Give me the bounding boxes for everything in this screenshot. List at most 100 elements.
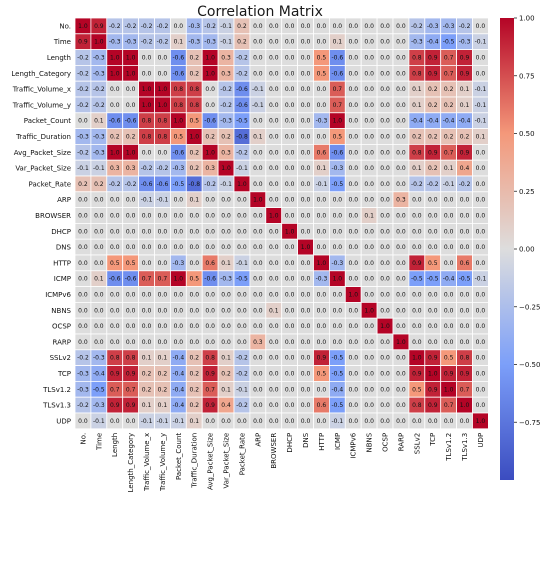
cell-value-label: 0.0 bbox=[205, 86, 215, 93]
cell-value-label: 0.5 bbox=[174, 134, 184, 141]
cell-value-label: 0.0 bbox=[174, 307, 184, 314]
cell-value-label: 0.8 bbox=[205, 355, 215, 362]
cell-value-label: 0.0 bbox=[396, 102, 406, 109]
cell-value-label: 0.8 bbox=[158, 118, 168, 125]
cell-value-label: 0.0 bbox=[476, 339, 486, 346]
cell-value-label: 0.0 bbox=[269, 70, 279, 77]
cell-value-label: 0.0 bbox=[348, 118, 358, 125]
cell-value-label: 0.0 bbox=[237, 418, 247, 425]
cell-value-label: -0.5 bbox=[443, 39, 455, 46]
cell-value-label: 0.0 bbox=[476, 402, 486, 409]
colorbar-tick-label: 0.25 bbox=[519, 188, 535, 196]
cell-value-label: 0.0 bbox=[301, 102, 311, 109]
cell-value-label: 0.1 bbox=[221, 355, 231, 362]
cell-value-label: 0.0 bbox=[333, 197, 343, 204]
cell-value-label: 0.0 bbox=[428, 418, 438, 425]
cell-value-label: 0.0 bbox=[158, 307, 168, 314]
cell-value-label: 0.0 bbox=[269, 386, 279, 393]
cell-value-label: -0.5 bbox=[331, 371, 343, 378]
cell-value-label: 0.7 bbox=[444, 149, 454, 156]
cell-value-label: 0.0 bbox=[253, 292, 263, 299]
column-tick-label: Length_Category bbox=[127, 433, 135, 493]
cell-value-label: 0.0 bbox=[476, 307, 486, 314]
cell-value-label: 0.0 bbox=[333, 23, 343, 30]
cell-value-label: 0.0 bbox=[253, 307, 263, 314]
cell-value-label: 0.0 bbox=[364, 323, 374, 330]
cell-value-label: 0.0 bbox=[364, 86, 374, 93]
cell-value-label: 1.0 bbox=[158, 102, 168, 109]
cell-value-label: 0.0 bbox=[460, 244, 470, 251]
cell-value-label: 0.0 bbox=[253, 228, 263, 235]
cell-value-label: 0.0 bbox=[269, 181, 279, 188]
cell-value-label: 0.0 bbox=[396, 118, 406, 125]
cell-value-label: 0.0 bbox=[317, 307, 327, 314]
cell-value-label: 0.0 bbox=[348, 339, 358, 346]
cell-value-label: 0.0 bbox=[174, 197, 184, 204]
cell-value-label: 0.0 bbox=[476, 371, 486, 378]
cell-value-label: 0.0 bbox=[428, 323, 438, 330]
cell-value-label: 0.0 bbox=[317, 292, 327, 299]
cell-value-label: -0.3 bbox=[188, 23, 200, 30]
cell-value-label: 0.0 bbox=[269, 149, 279, 156]
cell-value-label: 0.0 bbox=[126, 197, 136, 204]
cell-value-label: -0.6 bbox=[204, 276, 216, 283]
cell-value-label: 0.0 bbox=[380, 228, 390, 235]
cell-value-label: 0.0 bbox=[301, 339, 311, 346]
cell-value-label: 0.1 bbox=[460, 102, 470, 109]
cell-value-label: 0.0 bbox=[126, 292, 136, 299]
cell-value-label: 0.0 bbox=[333, 323, 343, 330]
cell-value-label: 0.9 bbox=[428, 149, 438, 156]
cell-value-label: 1.0 bbox=[301, 244, 311, 251]
column-tick-label: TCP bbox=[429, 433, 437, 447]
cell-value-label: 0.0 bbox=[110, 197, 120, 204]
cell-value-label: 1.0 bbox=[476, 418, 486, 425]
cell-value-label: 0.0 bbox=[126, 213, 136, 220]
cell-value-label: 0.0 bbox=[301, 86, 311, 93]
cell-value-label: 0.0 bbox=[205, 102, 215, 109]
column-tick-label: Avg_Packet_Size bbox=[207, 433, 215, 490]
cell-value-label: 0.0 bbox=[158, 55, 168, 62]
cell-value-label: -0.4 bbox=[172, 371, 184, 378]
cell-value-label: -0.4 bbox=[331, 386, 343, 393]
cell-value-label: 0.3 bbox=[126, 165, 136, 172]
cell-value-label: 0.0 bbox=[253, 70, 263, 77]
cell-value-label: 0.2 bbox=[444, 86, 454, 93]
cell-value-label: -0.1 bbox=[252, 102, 264, 109]
cell-value-label: 0.0 bbox=[285, 371, 295, 378]
cell-value-label: 1.0 bbox=[142, 86, 152, 93]
cell-value-label: 0.0 bbox=[205, 307, 215, 314]
cell-value-label: 0.0 bbox=[285, 197, 295, 204]
cell-value-label: -0.5 bbox=[172, 181, 184, 188]
column-tick-label: Packet_Count bbox=[175, 433, 183, 480]
cell-value-label: 1.0 bbox=[396, 339, 406, 346]
column-labels: No. Time Length Length_Category Traffic_Volu… bbox=[79, 432, 485, 492]
column-tick-label: Length bbox=[111, 433, 119, 457]
cell-value-label: 0.0 bbox=[476, 70, 486, 77]
row-tick-label: SSLv2 bbox=[50, 354, 71, 362]
cell-value-label: -0.2 bbox=[77, 70, 89, 77]
cell-value-label: 0.0 bbox=[110, 244, 120, 251]
cell-value-label: 0.0 bbox=[94, 307, 104, 314]
cell-value-label: 1.0 bbox=[126, 70, 136, 77]
cell-value-label: -0.2 bbox=[157, 23, 169, 30]
cell-value-label: 0.0 bbox=[253, 260, 263, 267]
cell-value-label: -0.3 bbox=[93, 355, 105, 362]
cell-value-label: -0.1 bbox=[141, 418, 153, 425]
cell-value-label: 0.0 bbox=[158, 213, 168, 220]
row-tick-label: Traffic_Volume_y bbox=[12, 101, 71, 109]
cell-value-label: 1.0 bbox=[174, 276, 184, 283]
cell-value-label: 0.8 bbox=[412, 402, 422, 409]
cell-value-label: 0.7 bbox=[110, 386, 120, 393]
cell-value-label: 0.0 bbox=[78, 197, 88, 204]
cell-value-label: 0.0 bbox=[380, 355, 390, 362]
cell-value-label: 0.0 bbox=[396, 149, 406, 156]
row-tick-label: No. bbox=[59, 22, 71, 30]
row-tick-label: Var_Packet_Size bbox=[15, 165, 71, 173]
cell-value-label: 0.0 bbox=[78, 228, 88, 235]
cell-value-label: 0.9 bbox=[126, 402, 136, 409]
cell-value-label: 0.6 bbox=[317, 402, 327, 409]
cell-value-label: 0.0 bbox=[380, 23, 390, 30]
cell-value-label: 0.5 bbox=[412, 386, 422, 393]
cell-value-label: -0.2 bbox=[125, 181, 137, 188]
cell-value-label: 0.0 bbox=[412, 213, 422, 220]
